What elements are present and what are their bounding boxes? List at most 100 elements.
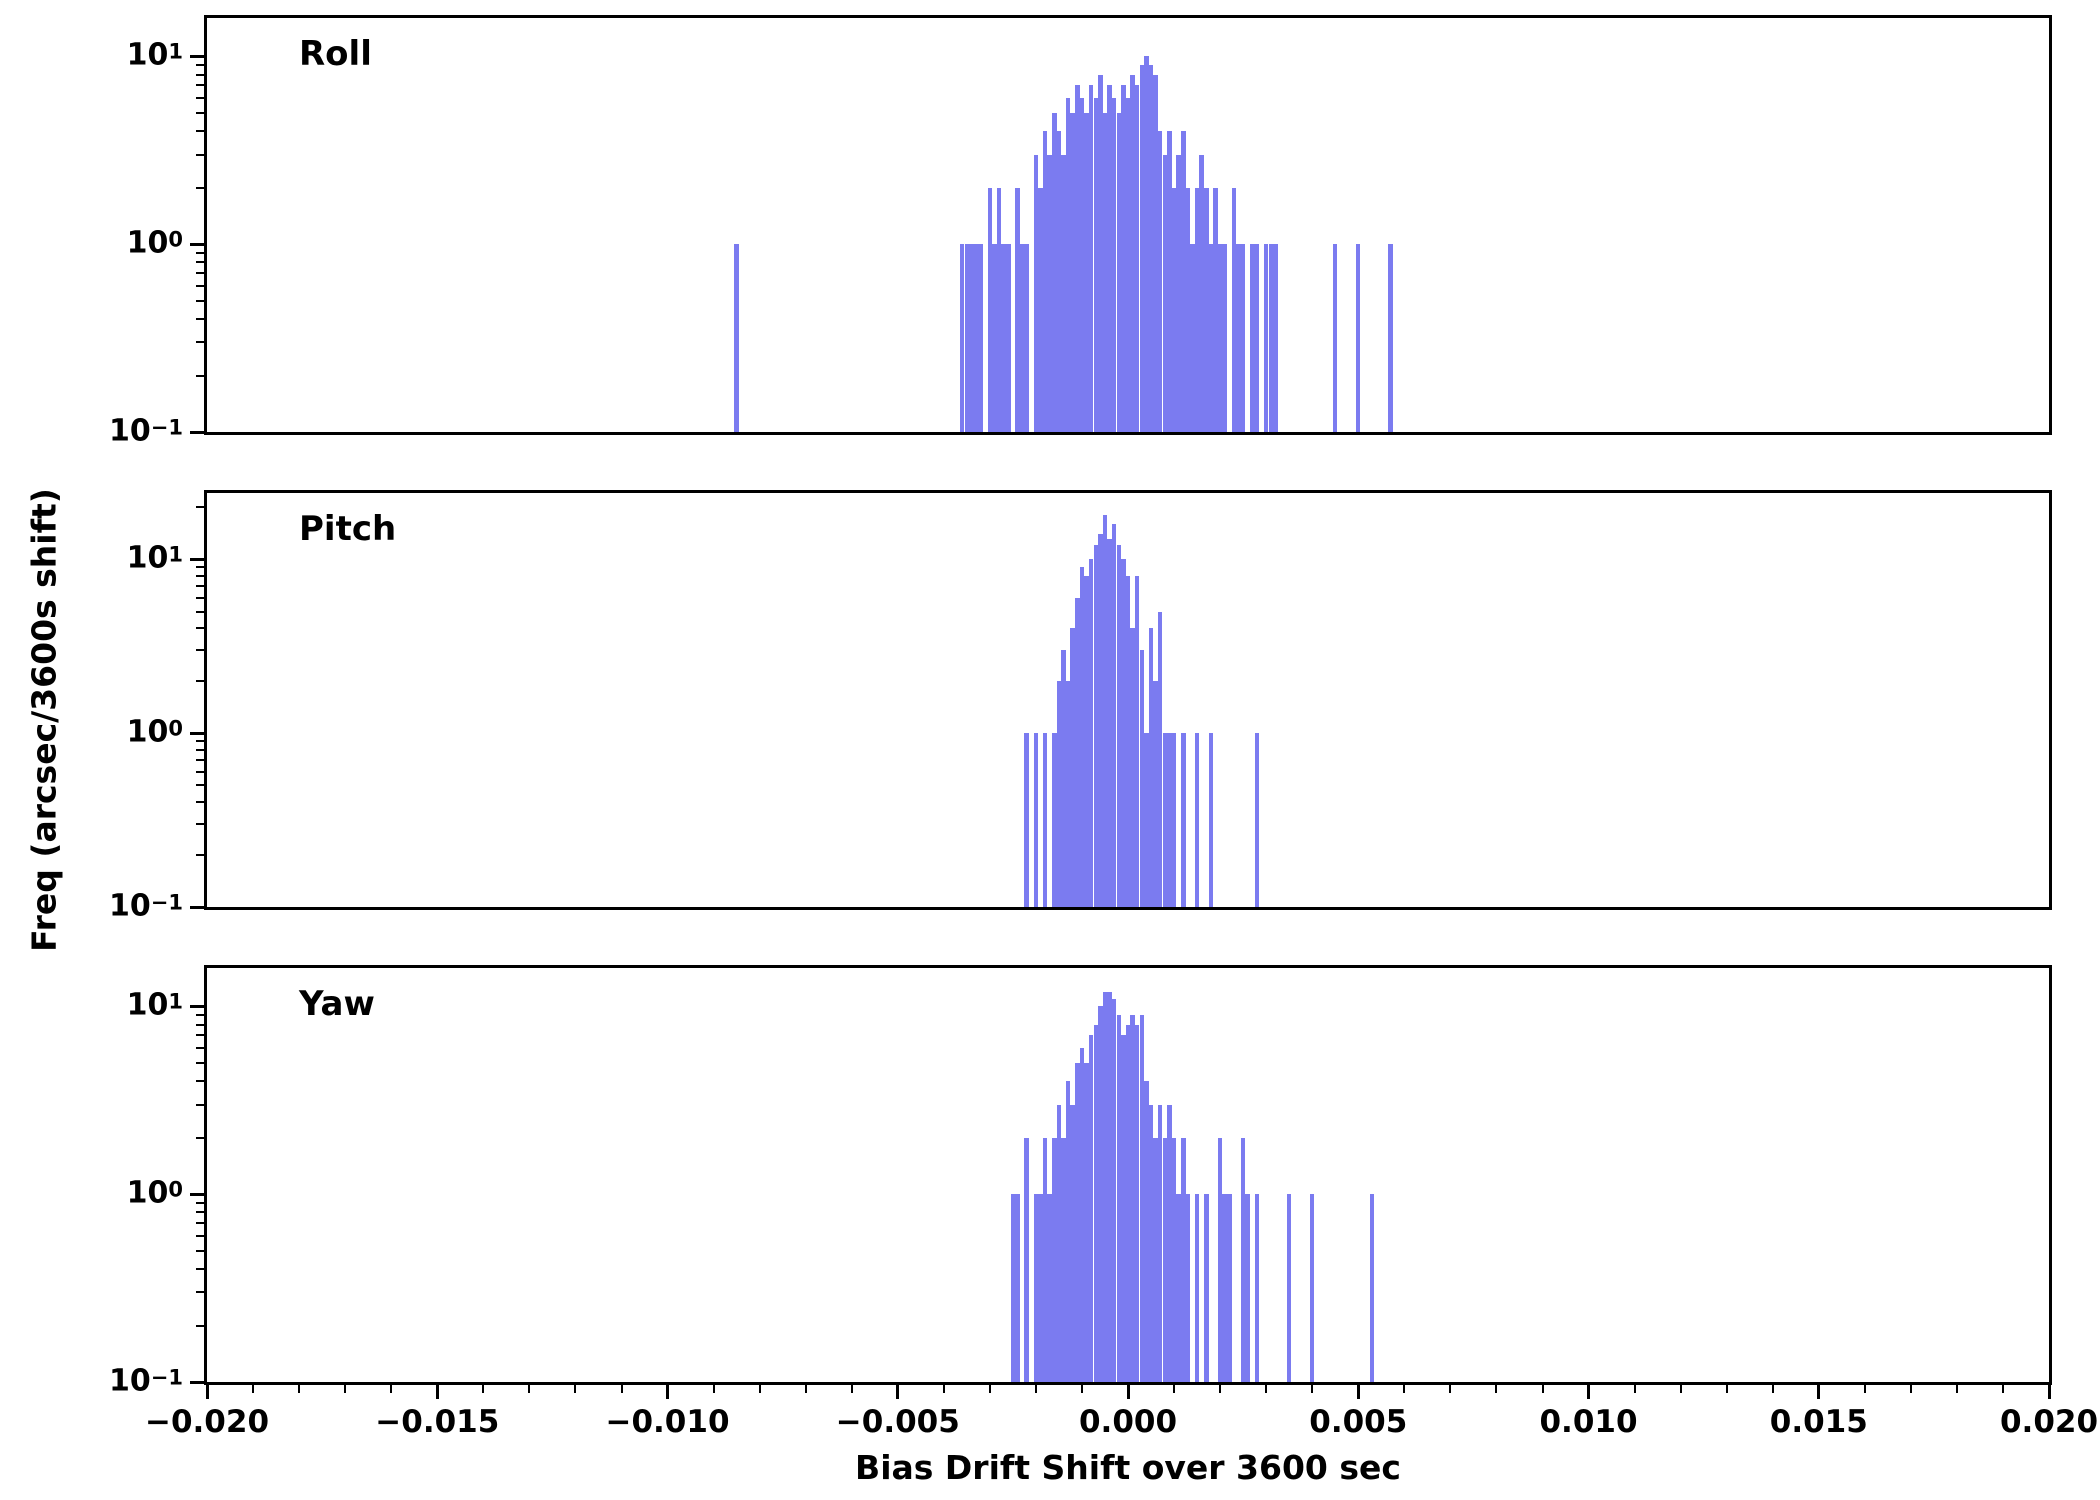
x-tick-minor <box>344 1385 347 1393</box>
histogram-bar <box>996 187 1002 432</box>
histogram-bar <box>1204 187 1209 432</box>
x-tick-major <box>896 1385 900 1399</box>
histogram-bar <box>1134 576 1140 907</box>
histogram-bar <box>1213 187 1218 432</box>
histogram-bar <box>1024 1137 1029 1382</box>
histogram-bar <box>1130 74 1135 432</box>
x-tick-major <box>435 1385 439 1399</box>
histogram-bar <box>1130 1014 1135 1382</box>
y-tick-minor <box>196 284 204 287</box>
histogram-bar <box>1056 131 1062 432</box>
y-tick-minor <box>196 374 204 377</box>
x-tick-label: 0.015 <box>1769 1404 1868 1440</box>
histogram-bar <box>1190 244 1195 432</box>
y-tick-minor <box>196 649 204 652</box>
histogram-bar <box>1148 628 1154 907</box>
histogram-bar <box>1130 628 1135 907</box>
histogram-bar <box>1075 597 1080 907</box>
y-tick-minor <box>196 251 204 254</box>
histogram-bar <box>1024 733 1029 907</box>
panel-yaw: Yaw 101 100 10−1 −0.020 −0.015 −0.010 −0.005 0.… <box>109 965 2098 1440</box>
x-tick-minor <box>1034 1385 1037 1393</box>
histogram-bar <box>1001 244 1006 432</box>
y-tick-minor <box>196 585 204 588</box>
histogram-bar <box>1075 1062 1080 1382</box>
histogram-bar <box>1033 733 1039 907</box>
histogram-bar <box>1134 1024 1140 1382</box>
y-tick-minor <box>196 1034 204 1037</box>
histogram-bar <box>1286 1194 1292 1382</box>
x-tick-minor <box>758 1385 761 1393</box>
x-tick-minor <box>2002 1385 2004 1393</box>
histogram-bar <box>1111 998 1117 1382</box>
y-tick-minor <box>196 130 204 133</box>
y-tick-minor <box>196 505 204 508</box>
histogram-bar <box>1194 187 1200 432</box>
y-tick-label: 10−1 <box>109 413 183 449</box>
panel-roll: Roll 101 100 10−1 <box>109 15 2052 446</box>
x-tick-minor <box>528 1385 531 1393</box>
histogram-bar <box>1162 733 1168 907</box>
x-tick-label: 0.020 <box>1999 1404 2099 1440</box>
x-tick-minor <box>574 1385 577 1393</box>
x-tick-minor <box>988 1385 991 1393</box>
y-tick-minor <box>196 784 204 787</box>
histogram-bar <box>1070 112 1075 432</box>
x-tick-minor <box>1219 1385 1222 1393</box>
y-tick-minor <box>196 317 204 320</box>
y-tick-minor <box>196 153 204 156</box>
y-tick-label: 10−1 <box>109 1363 183 1399</box>
histogram-bar <box>1139 1014 1145 1382</box>
y-tick-minor <box>196 1061 204 1064</box>
x-axis-label: Bias Drift Shift over 3600 sec <box>855 1448 1401 1487</box>
histogram-bar <box>1240 1137 1246 1382</box>
histogram-bar <box>1185 187 1191 432</box>
histogram-bar <box>1075 85 1080 432</box>
x-tick-minor <box>804 1385 807 1393</box>
histogram-bar <box>1162 154 1168 432</box>
histogram-bar <box>1181 733 1186 907</box>
histogram-bar <box>1093 98 1099 432</box>
x-tick-label: 0.000 <box>1078 1404 1178 1440</box>
histogram-bar <box>1084 112 1089 432</box>
histogram-bar <box>734 244 739 432</box>
histogram-bar <box>987 187 993 432</box>
histogram-bar <box>1107 991 1112 1382</box>
x-tick-label: 0.005 <box>1309 1404 1408 1440</box>
y-tick-label: 101 <box>126 987 183 1023</box>
y-tick-label: 101 <box>126 37 183 73</box>
y-tick-minor <box>196 801 204 804</box>
histogram-bar <box>1148 1104 1154 1382</box>
histogram-bar <box>1222 244 1227 432</box>
y-tick-minor <box>196 1013 204 1016</box>
panel-pitch: Pitch 101 100 10−1 <box>109 490 2052 921</box>
panel-title-pitch: Pitch <box>299 509 397 549</box>
x-tick-minor <box>1679 1385 1682 1393</box>
y-tick-minor <box>196 1047 204 1049</box>
histogram-bar <box>1181 1137 1186 1382</box>
histogram-bar <box>1079 567 1085 907</box>
y-tick-minor <box>196 823 204 825</box>
panel-title-roll: Roll <box>299 34 372 74</box>
y-tick-minor <box>196 610 204 613</box>
histogram-bar <box>1217 1137 1223 1382</box>
y-tick-minor <box>196 575 204 577</box>
histogram-bar <box>1171 733 1177 907</box>
x-tick-minor <box>390 1385 393 1393</box>
histogram-bar <box>959 244 965 432</box>
histogram-bar <box>1208 733 1214 907</box>
x-tick-minor <box>1311 1385 1314 1393</box>
y-tick-minor <box>196 1249 204 1252</box>
histogram-bar <box>1153 1137 1158 1382</box>
histogram-bar <box>1176 1194 1181 1382</box>
y-tick-minor <box>196 272 204 275</box>
histogram-bar <box>1332 244 1338 432</box>
histogram-bar <box>1157 1104 1163 1382</box>
histogram-bar <box>1121 559 1126 907</box>
histogram-bar <box>1231 187 1237 432</box>
histogram-bar <box>1107 539 1112 907</box>
y-tick-minor <box>196 186 204 189</box>
histogram-bar <box>1065 98 1071 432</box>
y-tick-minor <box>196 1267 204 1270</box>
